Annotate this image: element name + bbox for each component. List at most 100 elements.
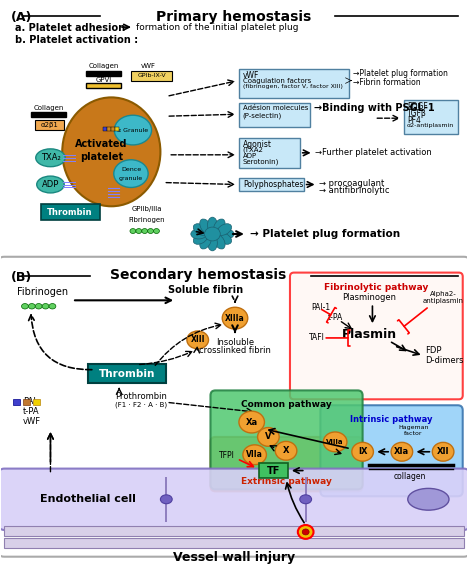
Ellipse shape <box>136 228 142 233</box>
Text: X: X <box>283 446 289 456</box>
Text: (B): (B) <box>11 270 32 283</box>
Ellipse shape <box>21 303 28 309</box>
Ellipse shape <box>49 303 56 309</box>
Text: →Binding with PSGL-1: →Binding with PSGL-1 <box>313 103 434 114</box>
Ellipse shape <box>62 97 160 206</box>
FancyBboxPatch shape <box>210 437 363 491</box>
Ellipse shape <box>42 303 49 309</box>
Ellipse shape <box>208 217 218 233</box>
Ellipse shape <box>408 488 449 510</box>
Text: (TXA2: (TXA2 <box>243 147 264 153</box>
Text: PF4: PF4 <box>407 116 420 125</box>
Text: Collagen: Collagen <box>33 105 64 111</box>
Text: granule: granule <box>119 176 143 181</box>
Ellipse shape <box>217 233 232 244</box>
Ellipse shape <box>217 224 232 235</box>
Ellipse shape <box>193 233 208 244</box>
Text: Hageman
factor: Hageman factor <box>399 425 429 436</box>
Text: Primary hemostasis: Primary hemostasis <box>156 10 311 24</box>
Text: vWF: vWF <box>141 62 156 69</box>
Ellipse shape <box>28 303 35 309</box>
Bar <box>88 364 166 383</box>
Text: PAI-1: PAI-1 <box>311 303 331 312</box>
FancyBboxPatch shape <box>0 257 472 557</box>
Text: formation of the initial platelet plug: formation of the initial platelet plug <box>136 23 298 32</box>
Bar <box>103 127 108 131</box>
Text: FDP
D-dimers: FDP D-dimers <box>426 346 464 365</box>
FancyBboxPatch shape <box>320 405 463 496</box>
FancyBboxPatch shape <box>210 390 363 490</box>
Ellipse shape <box>130 228 136 233</box>
Text: XIa: XIa <box>394 447 410 456</box>
Text: VIIa: VIIa <box>246 450 263 460</box>
Bar <box>239 69 349 98</box>
Bar <box>108 127 111 131</box>
Text: (P-selectin): (P-selectin) <box>243 112 282 119</box>
Text: GPVI: GPVI <box>95 77 111 82</box>
Text: Polyphosphates: Polyphosphates <box>243 179 303 189</box>
Bar <box>33 399 40 405</box>
Ellipse shape <box>154 228 159 233</box>
Ellipse shape <box>213 219 225 233</box>
Ellipse shape <box>352 442 374 461</box>
Text: Secondary hemostasis: Secondary hemostasis <box>109 268 286 282</box>
Bar <box>239 103 310 127</box>
Text: Soluble fibrin: Soluble fibrin <box>168 286 243 295</box>
Bar <box>258 463 288 478</box>
Ellipse shape <box>191 229 207 239</box>
Text: TXA₂: TXA₂ <box>41 153 60 162</box>
Ellipse shape <box>114 160 148 187</box>
Ellipse shape <box>35 303 42 309</box>
Ellipse shape <box>239 411 264 433</box>
Ellipse shape <box>187 331 209 349</box>
Ellipse shape <box>147 228 154 233</box>
Text: vWF: vWF <box>23 417 41 426</box>
Bar <box>305 477 307 522</box>
Text: t-PA: t-PA <box>327 313 343 322</box>
Ellipse shape <box>257 428 279 446</box>
Text: Fibrinogen: Fibrinogen <box>17 287 68 298</box>
Ellipse shape <box>205 227 220 241</box>
Text: Fibrinolytic pathway: Fibrinolytic pathway <box>324 282 428 291</box>
Ellipse shape <box>323 432 347 452</box>
Ellipse shape <box>222 307 248 329</box>
Ellipse shape <box>243 445 266 465</box>
Bar <box>4 526 464 536</box>
Text: IX: IX <box>358 447 367 456</box>
Text: XIIIa: XIIIa <box>225 314 245 323</box>
Text: V: V <box>265 432 272 441</box>
Ellipse shape <box>36 149 65 166</box>
Text: Alpha2-
antiplasmin: Alpha2- antiplasmin <box>423 291 464 304</box>
Bar <box>131 70 172 81</box>
Text: crosslinked fibrin: crosslinked fibrin <box>199 346 271 355</box>
Text: Dence: Dence <box>121 167 141 172</box>
Text: →Further platelet activation: →Further platelet activation <box>316 148 432 157</box>
Text: TGFβ: TGFβ <box>407 109 427 118</box>
Ellipse shape <box>213 235 225 249</box>
Text: TAFI: TAFI <box>309 333 325 342</box>
Bar <box>13 399 20 405</box>
Text: XII: XII <box>437 447 449 456</box>
Ellipse shape <box>432 442 454 461</box>
Text: Endothelial cell: Endothelial cell <box>40 494 136 504</box>
Ellipse shape <box>36 176 64 193</box>
Ellipse shape <box>208 235 218 251</box>
Text: →Fibrin formation: →Fibrin formation <box>353 78 420 86</box>
Text: Serotonin): Serotonin) <box>243 159 279 165</box>
Ellipse shape <box>142 228 147 233</box>
Text: ADP: ADP <box>243 153 257 159</box>
FancyBboxPatch shape <box>290 273 463 399</box>
Bar <box>41 204 100 220</box>
Ellipse shape <box>275 441 297 460</box>
Text: a. Platelet adhesion: a. Platelet adhesion <box>15 23 125 33</box>
Text: XIII: XIII <box>191 336 205 344</box>
Bar <box>404 101 458 134</box>
Text: ADP: ADP <box>42 180 59 189</box>
Bar <box>31 112 66 117</box>
Text: t-PA: t-PA <box>23 407 40 416</box>
Text: Vessel wall injury: Vessel wall injury <box>173 551 295 564</box>
Ellipse shape <box>300 495 311 504</box>
Text: Adésion molecules: Adésion molecules <box>243 105 308 111</box>
Ellipse shape <box>200 235 211 249</box>
Bar <box>86 70 121 76</box>
